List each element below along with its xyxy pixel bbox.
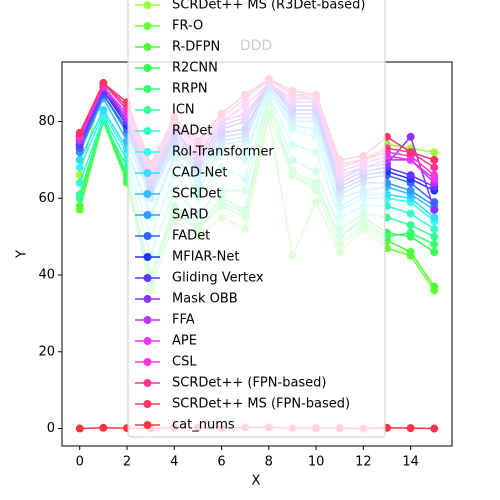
legend-label: Gliding Vertex — [172, 271, 264, 286]
legend-label: APE — [172, 334, 197, 349]
legend-label: RADet — [172, 124, 213, 139]
legend-label: FADet — [172, 229, 210, 244]
legend-marker — [143, 106, 152, 114]
point — [430, 424, 439, 433]
legend-marker — [143, 211, 152, 219]
legend-label: CSL — [172, 355, 197, 370]
point — [406, 228, 415, 237]
point — [406, 221, 415, 230]
legend-marker — [143, 421, 152, 429]
point — [430, 240, 439, 249]
point — [75, 163, 84, 172]
legend-marker — [143, 232, 152, 240]
legend-label: SCRDet++ MS (FPN-based) — [172, 397, 350, 412]
legend-label: MFIAR-Net — [172, 250, 239, 265]
legend-label: R-DFPN — [172, 40, 220, 55]
legend-marker — [143, 190, 152, 198]
point — [75, 178, 84, 187]
y-tick-label: 80 — [38, 114, 55, 129]
point — [75, 201, 84, 210]
legend-label: R2CNN — [172, 61, 218, 76]
point — [430, 171, 439, 180]
point — [406, 247, 415, 256]
x-tick-label: 0 — [76, 455, 84, 470]
x-tick-label: 12 — [355, 455, 372, 470]
point — [99, 79, 108, 88]
legend-label: FFA — [172, 313, 195, 328]
point — [406, 186, 415, 195]
point — [430, 213, 439, 222]
legend-label: RoI-Transformer — [172, 145, 274, 160]
legend-marker — [143, 358, 152, 366]
point — [430, 247, 439, 256]
point — [75, 155, 84, 164]
point — [430, 224, 439, 233]
legend-marker — [143, 295, 152, 303]
legend-marker — [143, 379, 152, 387]
point — [430, 232, 439, 241]
x-axis-label: X — [252, 474, 261, 489]
point — [75, 424, 84, 433]
legend-label: cat_nums — [172, 418, 235, 433]
y-tick-label: 60 — [38, 191, 55, 206]
legend-marker — [143, 43, 152, 51]
legend-marker — [143, 64, 152, 72]
x-tick-label: 2 — [123, 455, 131, 470]
legend-label: SCRDet — [172, 187, 221, 202]
x-tick-label: 10 — [308, 455, 325, 470]
point — [99, 423, 108, 432]
x-tick-label: 8 — [265, 455, 273, 470]
x-tick-label: 6 — [217, 455, 225, 470]
point — [430, 163, 439, 172]
y-tick-label: 20 — [38, 344, 55, 359]
legend-marker — [143, 85, 152, 93]
legend-marker — [143, 337, 152, 345]
legend-label: Mask OBB — [172, 292, 238, 307]
legend-marker — [143, 148, 152, 156]
y-tick-label: 0 — [47, 421, 55, 436]
legend-label: RRPN — [172, 82, 208, 97]
point — [99, 105, 108, 114]
legend-marker — [143, 169, 152, 177]
legend-label: SCRDet++ (FPN-based) — [172, 376, 327, 391]
legend-marker — [143, 400, 152, 408]
legend-box — [127, 0, 386, 438]
point — [75, 190, 84, 199]
legend-label: SARD — [172, 208, 208, 223]
point — [430, 205, 439, 214]
point — [406, 148, 415, 157]
point — [75, 129, 84, 138]
legend-marker — [143, 1, 152, 9]
point — [430, 282, 439, 291]
legend-marker — [143, 274, 152, 282]
legend-label: FR-O — [172, 19, 203, 34]
legend-marker — [143, 127, 152, 135]
legend-label: CAD-Net — [172, 166, 228, 181]
x-tick-label: 4 — [170, 455, 178, 470]
point — [406, 209, 415, 218]
legend-marker — [143, 253, 152, 261]
x-tick-label: 14 — [402, 455, 419, 470]
y-tick-label: 40 — [38, 268, 55, 283]
legend-label: ICN — [172, 103, 195, 118]
legend-marker — [143, 22, 152, 30]
legend-marker — [143, 316, 152, 324]
legend-label: SCRDet++ MS (R3Det-based) — [172, 0, 365, 13]
point — [406, 171, 415, 180]
point — [406, 132, 415, 141]
y-axis-label: Y — [15, 250, 30, 259]
point — [430, 148, 439, 157]
point — [406, 424, 415, 433]
point — [430, 155, 439, 164]
